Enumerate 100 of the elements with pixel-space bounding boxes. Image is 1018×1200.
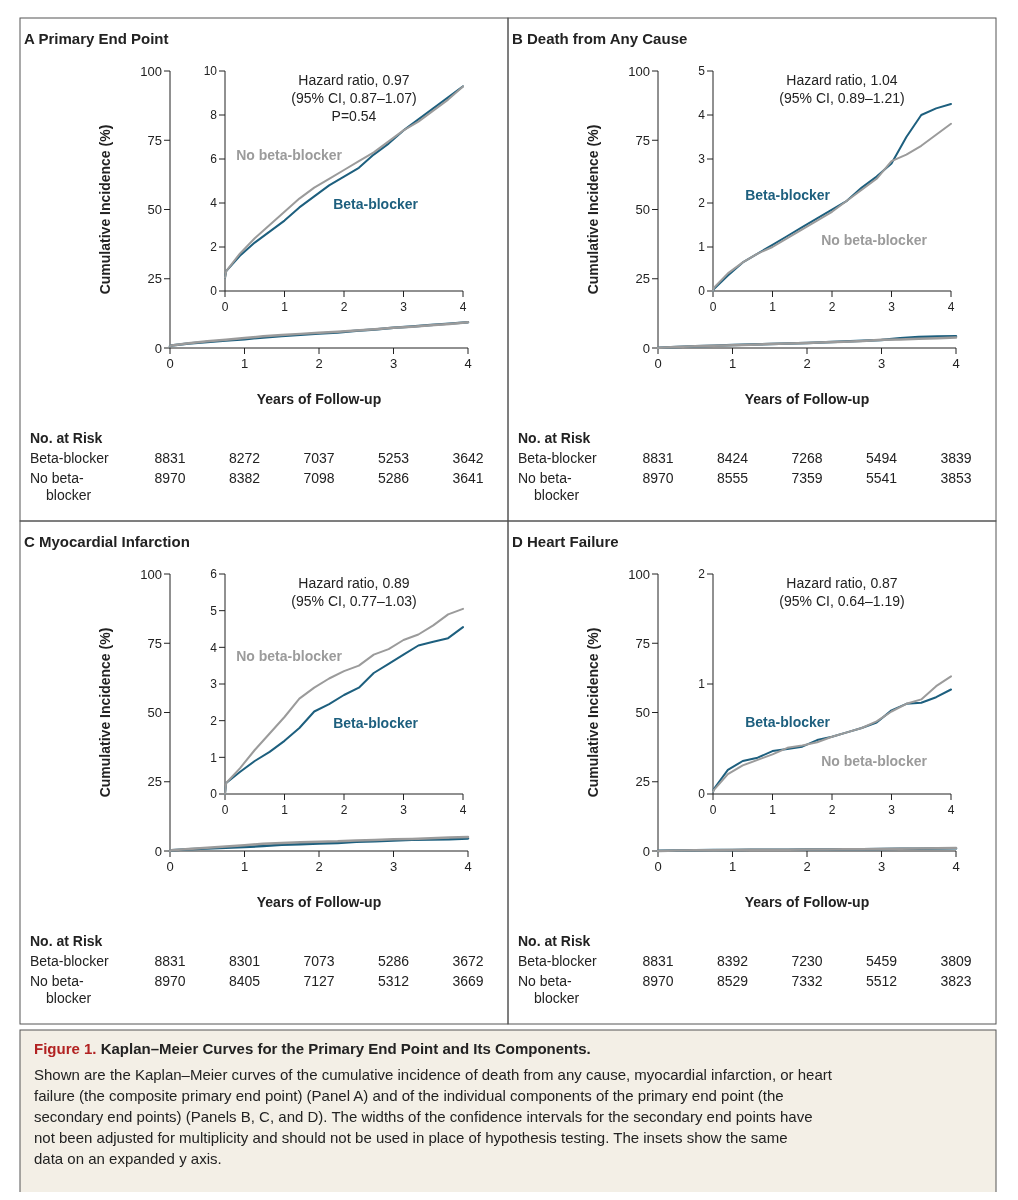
x-tick-label: 4: [459, 803, 467, 817]
text: 5253: [377, 450, 410, 466]
series-label: Beta-blocker: [745, 186, 831, 203]
text: 8301: [228, 953, 261, 969]
text: 7230: [791, 953, 823, 969]
y-tick-label: 2: [698, 196, 706, 211]
x-tick-label: 2: [340, 803, 348, 817]
text: 5459: [865, 953, 898, 969]
x-tick-label: 0: [654, 859, 662, 874]
annotation: Hazard ratio, 0.87: [786, 575, 898, 591]
x-tick-label: 3: [389, 356, 398, 371]
text: 8970: [642, 973, 674, 989]
x-tick-label: 2: [803, 356, 811, 371]
chart-title: B Death from Any Cause: [512, 30, 688, 47]
x-tick-label: 0: [166, 859, 174, 874]
y-tick-label: 50: [635, 202, 650, 218]
x-tick-label: 2: [315, 356, 323, 371]
y-tick-label: 2: [698, 567, 706, 582]
chart-title: A Primary End Point: [24, 30, 169, 47]
text: 8555: [716, 470, 749, 486]
text: 5512: [865, 973, 898, 989]
x-tick-label: 3: [877, 859, 886, 874]
x-tick-label: 3: [389, 859, 398, 874]
text: 7073: [303, 953, 335, 969]
text: 8970: [154, 470, 186, 486]
text: 8424: [716, 450, 749, 466]
y-tick-label: 25: [147, 271, 162, 287]
text: Beta-blocker: [30, 953, 109, 969]
text: No. at Risk: [518, 430, 591, 446]
text: No beta-blocker: [30, 973, 92, 1006]
annotation: (95% CI, 0.77–1.03): [291, 593, 417, 609]
text: Beta-blocker: [30, 450, 109, 466]
text: Beta-blocker: [518, 953, 597, 969]
x-tick-label: 2: [828, 300, 836, 314]
x-tick-label: 3: [888, 300, 896, 314]
y-tick-label: 100: [628, 63, 650, 79]
x-tick-label: 0: [166, 356, 174, 371]
y-tick-label: 8: [210, 108, 218, 123]
text: 7127: [303, 973, 335, 989]
y-tick-label: 50: [147, 705, 162, 721]
text: 8970: [642, 470, 674, 486]
text: 5286: [377, 953, 410, 969]
text: 3853: [940, 470, 972, 486]
x-tick-label: 4: [947, 803, 955, 817]
text: No. at Risk: [30, 430, 103, 446]
x-tick-label: 0: [709, 803, 717, 817]
text: 5286: [377, 470, 410, 486]
y-tick-label: 50: [147, 202, 162, 218]
y-tick-label: 25: [635, 774, 650, 790]
text: 8529: [716, 973, 749, 989]
text: 8970: [154, 973, 186, 989]
y-tick-label: 75: [147, 635, 162, 651]
x-tick-label: 1: [240, 859, 249, 874]
y-tick-label: 0: [210, 284, 218, 299]
text: No. at Risk: [518, 933, 591, 949]
x-tick-label: 3: [888, 803, 896, 817]
x-tick-label: 0: [709, 300, 717, 314]
annotation: (95% CI, 0.87–1.07): [291, 90, 417, 106]
annotation: Hazard ratio, 0.97: [298, 72, 410, 88]
x-tick-label: 3: [400, 300, 408, 314]
series-label: No beta-blocker: [236, 147, 343, 163]
x-tick-label: 4: [464, 356, 472, 371]
series-label: Beta-blocker: [745, 713, 831, 730]
y-tick-label: 25: [147, 774, 162, 790]
y-tick-label: 4: [210, 196, 218, 211]
series-label: No beta-blocker: [236, 648, 343, 665]
x-tick-label: 1: [240, 356, 249, 371]
series-label: No beta-blocker: [821, 231, 928, 248]
y-tick-label: 0: [154, 843, 162, 859]
y-tick-label: 4: [210, 640, 218, 655]
x-tick-label: 2: [828, 803, 836, 817]
annotation: (95% CI, 0.89–1.21): [779, 90, 905, 106]
y-tick-label: 4: [698, 108, 706, 123]
x-tick-label: 2: [340, 300, 348, 314]
x-tick-label: 1: [769, 300, 777, 314]
x-tick-label: 4: [464, 859, 472, 874]
y-tick-label: 75: [147, 132, 162, 148]
text: 3641: [452, 470, 484, 486]
x-tick-label: 1: [281, 803, 289, 817]
chart-title: D Heart Failure: [512, 533, 619, 550]
y-tick-label: 100: [140, 63, 162, 79]
text: No. at Risk: [30, 933, 103, 949]
text: No beta-blocker: [518, 470, 580, 503]
y-tick-label: 100: [628, 566, 650, 582]
text: 8831: [642, 450, 674, 466]
x-tick-label: 1: [728, 356, 737, 371]
x-tick-label: 4: [947, 300, 955, 314]
y-tick-label: 75: [635, 132, 650, 148]
y-tick-label: 100: [140, 566, 162, 582]
x-axis-title: Years of Follow-up: [256, 391, 382, 407]
y-axis-title: Cumulative Incidence (%): [585, 627, 601, 798]
y-tick-label: 2: [210, 713, 218, 728]
x-tick-label: 0: [221, 803, 229, 817]
y-tick-label: 6: [210, 567, 218, 582]
x-tick-label: 4: [952, 859, 960, 874]
y-tick-label: 50: [635, 705, 650, 721]
x-tick-label: 1: [728, 859, 737, 874]
y-tick-label: 0: [642, 843, 650, 859]
y-tick-label: 1: [698, 677, 706, 692]
y-tick-label: 0: [698, 284, 706, 299]
